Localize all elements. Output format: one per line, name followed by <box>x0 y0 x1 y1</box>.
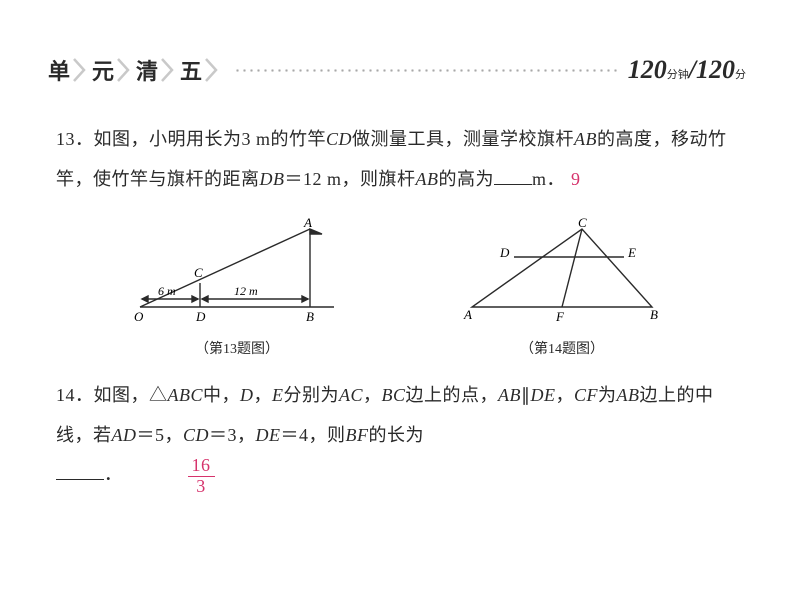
title-char-2: 元 <box>92 54 114 86</box>
q13-unit: m． <box>532 169 565 189</box>
var-ab: AB <box>617 385 640 405</box>
figure-14-caption: （第14题图） <box>452 338 672 358</box>
label-a: A <box>303 217 312 230</box>
q14-answer: 16 3 <box>188 456 215 497</box>
answer-blank <box>494 167 532 185</box>
q13-text: 的高为 <box>439 169 495 189</box>
label-o: O <box>134 309 144 324</box>
var-de: DE <box>256 425 281 445</box>
chevron-icon <box>116 57 134 83</box>
figures-row: O D B C A 6 m 12 m （第13题图） A B C D <box>56 217 738 358</box>
label-f: F <box>555 309 565 324</box>
var-cd: CD <box>183 425 209 445</box>
header-dots <box>234 69 620 72</box>
answer-blank <box>56 462 104 480</box>
q14-text: ＝3， <box>209 425 256 445</box>
q14-text: ， <box>556 385 575 405</box>
q14-text: 中， <box>203 385 240 405</box>
figure-13-svg: O D B C A 6 m 12 m <box>122 217 352 327</box>
q14-text: ＝5， <box>137 425 184 445</box>
score-value: 120 <box>696 57 735 83</box>
label-c: C <box>194 265 203 280</box>
var-ab: AB <box>498 385 521 405</box>
content: 13．如图，小明用长为3 m的竹竿CD做测量工具，测量学校旗杆AB的高度，移动竹… <box>56 120 738 497</box>
title-char-1: 单 <box>48 54 70 86</box>
chevron-icon <box>160 57 178 83</box>
frac-top: 16 <box>188 456 215 477</box>
q14-text: 的长为 <box>369 425 425 445</box>
label-a: A <box>463 307 472 322</box>
q13-text: 做测量工具，测量学校旗杆 <box>352 129 574 149</box>
label-b: B <box>650 307 658 322</box>
var-d: D <box>240 385 254 405</box>
label-c: C <box>578 217 587 230</box>
q13-text: 13．如图，小明用长为 <box>56 129 242 149</box>
q13-len: 3 m <box>242 129 271 149</box>
var-ab: AB <box>416 169 439 189</box>
header: 单 元 清 五 120 分钟 / 120 分 <box>48 52 746 88</box>
var-abc: ABC <box>168 385 204 405</box>
q14-text: ， <box>254 385 273 405</box>
label-b: B <box>306 309 314 324</box>
figure-13-caption: （第13题图） <box>122 338 352 358</box>
q14-text: ＝4，则 <box>281 425 346 445</box>
var-ad: AD <box>112 425 137 445</box>
var-cd: CD <box>326 129 352 149</box>
q14-text: 边上的点， <box>406 385 499 405</box>
seg-od: 6 m <box>158 284 176 298</box>
label-e: E <box>627 245 636 260</box>
var-ab: AB <box>574 129 597 149</box>
q13-text: ＝12 m，则旗杆 <box>285 169 416 189</box>
frac-bot: 3 <box>188 477 215 497</box>
var-bc: BC <box>382 385 406 405</box>
time-unit: 分钟 <box>667 66 689 82</box>
title-char-3: 清 <box>136 54 158 86</box>
var-de: DE <box>531 385 556 405</box>
chevron-icon <box>72 57 90 83</box>
q14-text: ， <box>363 385 382 405</box>
title-char-4: 五 <box>180 54 202 86</box>
q14-text: 14．如图，△ <box>56 385 168 405</box>
time-score: 120 分钟 / 120 分 <box>628 57 746 83</box>
time-value: 120 <box>628 57 667 83</box>
label-d: D <box>499 245 510 260</box>
q14-text: 分别为 <box>284 385 340 405</box>
var-db: DB <box>260 169 285 189</box>
var-cf: CF <box>574 385 598 405</box>
q14-text: 为 <box>598 385 617 405</box>
var-ac: AC <box>339 385 363 405</box>
figure-13: O D B C A 6 m 12 m （第13题图） <box>122 217 352 358</box>
sep: / <box>689 57 696 83</box>
question-13: 13．如图，小明用长为3 m的竹竿CD做测量工具，测量学校旗杆AB的高度，移动竹… <box>56 120 738 199</box>
figure-14: A B C D E F （第14题图） <box>452 217 672 358</box>
chevron-icon <box>204 57 222 83</box>
seg-db: 12 m <box>234 284 258 298</box>
var-e: E <box>272 385 284 405</box>
question-14: 14．如图，△ABC中，D，E分别为AC，BC边上的点，AB∥DE，CF为AB边… <box>56 376 738 496</box>
var-bf: BF <box>346 425 369 445</box>
q14-period: ． <box>104 464 123 484</box>
q13-text: 的竹竿 <box>271 129 327 149</box>
unit-title: 单 元 清 五 <box>48 54 222 86</box>
q14-text: ∥ <box>521 385 531 405</box>
q13-answer: 9 <box>571 169 581 189</box>
score-unit: 分 <box>735 66 746 82</box>
label-d: D <box>195 309 206 324</box>
figure-14-svg: A B C D E F <box>452 217 672 327</box>
